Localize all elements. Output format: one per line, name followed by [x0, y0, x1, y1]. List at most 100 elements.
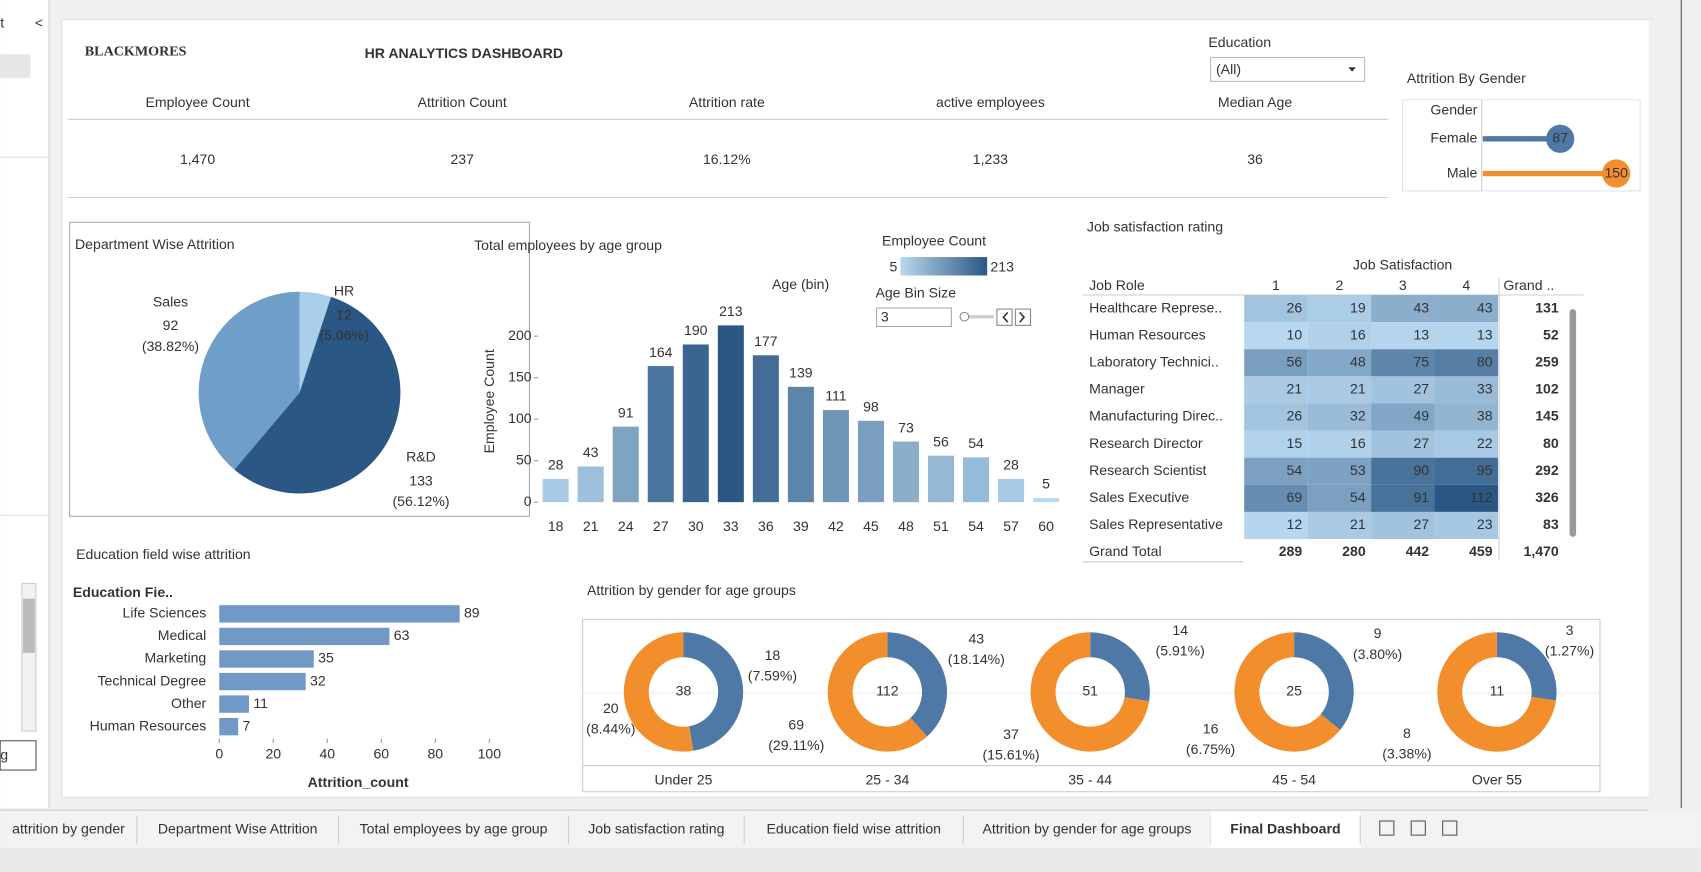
row-total: 80	[1543, 435, 1559, 451]
x-tick-label: 48	[898, 518, 914, 534]
heat-cell	[1307, 403, 1372, 431]
cell-value: 16	[1350, 435, 1366, 451]
cell-value: 21	[1287, 381, 1303, 397]
sidebar-button[interactable]	[0, 740, 37, 771]
cell-value: 32	[1350, 408, 1366, 424]
heat-cell	[1371, 376, 1435, 404]
row-total: 83	[1543, 516, 1559, 532]
category-label: 25 - 34	[865, 772, 909, 788]
heat-cell	[1371, 349, 1435, 377]
donut-segment	[1496, 632, 1557, 701]
status-bar	[0, 848, 1701, 872]
column-header: Job Satisfaction	[1353, 256, 1452, 272]
chart-frame	[1402, 99, 1641, 192]
tab-label: Job satisfaction rating	[588, 820, 724, 836]
cell-value: 43	[1413, 299, 1429, 315]
slice-name: R&D	[406, 448, 436, 464]
bar	[219, 717, 239, 736]
value-label: 164	[649, 344, 673, 360]
logo: BLACKMORES	[85, 43, 187, 59]
sidebar-item[interactable]	[0, 54, 31, 79]
x-tick-label: 18	[548, 518, 564, 534]
segment-value: 8	[1403, 725, 1411, 741]
chart-title: Total employees by age group	[474, 237, 662, 253]
cell-value: 21	[1350, 516, 1366, 532]
kpi-label: Median Age	[1218, 94, 1293, 110]
pie-slice	[299, 291, 332, 393]
chart-title: Job satisfaction rating	[1087, 218, 1223, 234]
segment-value: 69	[788, 716, 804, 732]
slice-value: 12	[336, 306, 352, 322]
heat-cell	[1434, 322, 1498, 350]
legend-max: 213	[990, 259, 1014, 275]
x-tick-label: 0	[215, 746, 223, 762]
total-row-label: Grand Total	[1089, 543, 1162, 559]
cell-value: 112	[1470, 489, 1493, 505]
parameter-label: Age Bin Size	[875, 285, 956, 301]
y-tick-label: 150	[508, 368, 532, 384]
axis-title: Employee Count	[481, 349, 497, 453]
x-tick-label: 100	[478, 746, 502, 762]
y-tick-label: 50	[516, 451, 532, 467]
cell-value: 10	[1287, 326, 1303, 342]
cell-value: 16	[1350, 326, 1366, 342]
slice-share: (56.12%)	[392, 493, 449, 509]
segment-value: 16	[1203, 721, 1219, 737]
cell-value: 48	[1350, 354, 1366, 370]
cell-value: 54	[1350, 489, 1366, 505]
column-total: 289	[1279, 543, 1303, 559]
chart-title: Attrition By Gender	[1407, 70, 1526, 86]
slider-knob[interactable]	[959, 311, 970, 322]
heat-cell	[1244, 403, 1308, 431]
slice-share: (38.82%)	[142, 338, 199, 354]
row-label: Healthcare Represe..	[1089, 299, 1222, 315]
value-label: 73	[898, 419, 914, 435]
heat-cell	[1434, 484, 1498, 512]
heat-cell	[1244, 322, 1308, 350]
cell-value: 69	[1287, 489, 1303, 505]
parameter-input[interactable]	[875, 307, 952, 327]
tab-action[interactable]	[1379, 820, 1395, 836]
segment-share: (6.75%)	[1186, 741, 1235, 757]
axis-title: Age (bin)	[772, 276, 829, 292]
heat-cell	[1371, 295, 1435, 323]
bar	[682, 344, 709, 503]
heat-cell	[1371, 484, 1435, 512]
cell-value: 54	[1287, 462, 1303, 478]
segment-share: (29.11%)	[768, 737, 824, 753]
bar	[752, 355, 779, 503]
tab-action[interactable]	[1410, 820, 1426, 836]
heat-cell	[1244, 457, 1308, 485]
bar	[219, 627, 390, 646]
tab-selected[interactable]	[1210, 811, 1361, 849]
filter-dropdown[interactable]	[1210, 56, 1366, 82]
heat-cell	[1244, 484, 1308, 512]
y-tick-label: 100	[508, 410, 532, 426]
cell-value: 27	[1413, 435, 1429, 451]
table-scrollbar[interactable]	[1569, 309, 1577, 537]
tab-label: Attrition by gender for age groups	[982, 820, 1191, 836]
scroll-thumb[interactable]	[22, 598, 35, 653]
category-label: Male	[1447, 164, 1478, 180]
row-total: 259	[1535, 354, 1559, 370]
heat-cell	[1371, 403, 1435, 431]
value-label: 7	[243, 717, 251, 733]
value-label: 32	[310, 672, 326, 688]
bar	[219, 672, 306, 691]
segment-share: (5.91%)	[1156, 643, 1205, 659]
cell-value: 27	[1413, 516, 1429, 532]
kpi-value: 1,233	[973, 151, 1008, 167]
cell-value: 75	[1413, 354, 1429, 370]
tab-action[interactable]	[1442, 820, 1458, 836]
segment-share: (1.27%)	[1545, 643, 1594, 659]
legend-min: 5	[890, 259, 898, 275]
heat-cell	[1371, 430, 1435, 458]
value-label: 56	[933, 433, 949, 449]
donut-segment	[887, 632, 948, 737]
cell-value: 80	[1477, 354, 1493, 370]
heat-cell	[1434, 511, 1498, 540]
bar	[857, 420, 884, 503]
row-label: Sales Executive	[1089, 489, 1189, 505]
value-label: 139	[789, 365, 813, 381]
collapse-button[interactable]: <	[35, 15, 43, 31]
